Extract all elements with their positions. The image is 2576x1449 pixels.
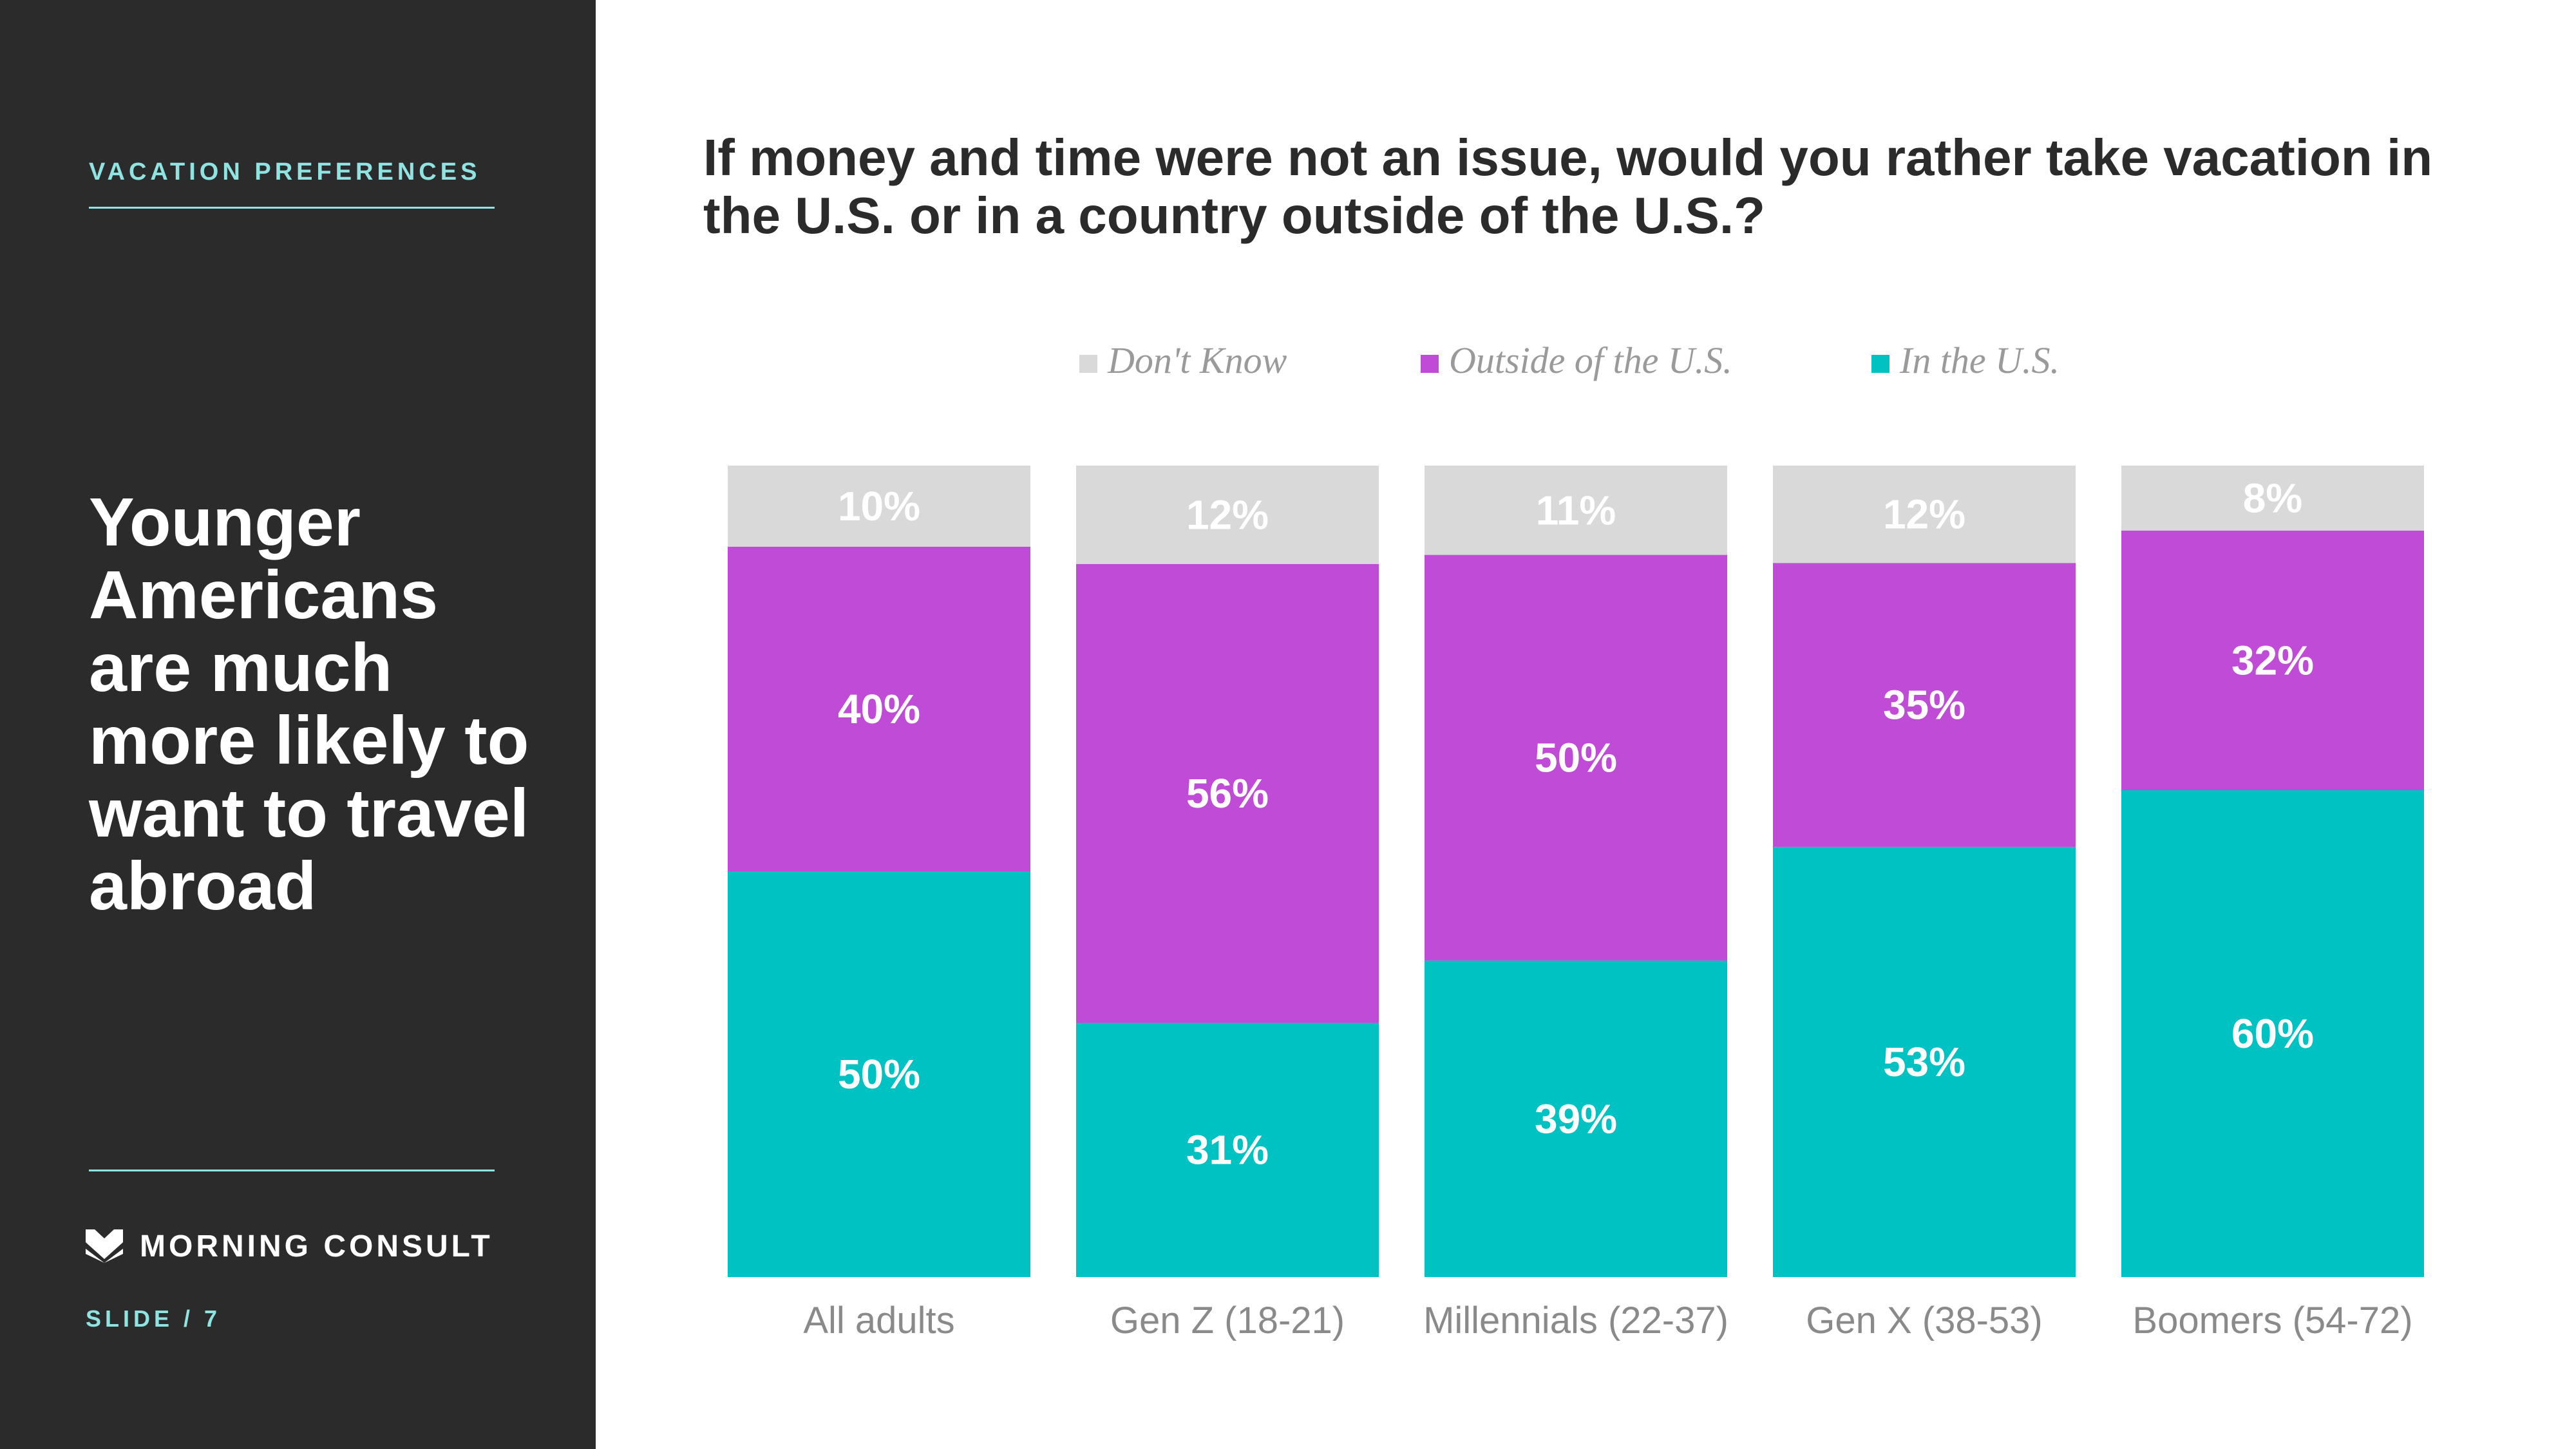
bar-segment-outside-of-the-u-s-boomers-54-72	[2121, 530, 2424, 790]
category-label-boomers-54-72: Boomers (54-72)	[2132, 1300, 2412, 1341]
value-label-don-t-know-all-adults: 10%	[838, 483, 920, 529]
value-label-outside-of-the-u-s-gen-z-18-21: 56%	[1186, 770, 1269, 817]
value-label-outside-of-the-u-s-gen-x-38-53: 35%	[1883, 682, 1965, 728]
legend-label-in-the-u-s: In the U.S.	[1899, 339, 2060, 381]
category-label-gen-x-38-53: Gen X (38-53)	[1806, 1300, 2043, 1341]
category-label-gen-z-18-21: Gen Z (18-21)	[1110, 1300, 1345, 1341]
divider-bottom	[89, 1170, 495, 1171]
bar-segment-in-the-u-s-gen-x-38-53	[1773, 847, 2076, 1277]
legend-label-don-t-know: Don't Know	[1107, 339, 1287, 381]
value-label-in-the-u-s-millennials-22-37: 39%	[1535, 1095, 1617, 1142]
divider-top	[89, 207, 495, 209]
bar-segment-in-the-u-s-all-adults	[728, 871, 1030, 1277]
morning-consult-logo-icon	[86, 1229, 123, 1263]
category-label-all-adults: All adults	[803, 1300, 954, 1341]
bar-segment-in-the-u-s-gen-z-18-21	[1076, 1023, 1379, 1277]
chart-question: If money and time were not an issue, wou…	[703, 129, 2433, 244]
legend-swatch-outside-of-the-u-s	[1421, 355, 1439, 373]
value-label-don-t-know-millennials-22-37: 11%	[1536, 487, 1616, 533]
bar-segment-outside-of-the-u-s-millennials-22-37	[1425, 554, 1727, 961]
value-label-in-the-u-s-gen-z-18-21: 31%	[1186, 1127, 1269, 1173]
legend: Don't Know Outside of the U.S. In the U.S.	[1079, 339, 2060, 381]
value-label-outside-of-the-u-s-all-adults: 40%	[838, 686, 920, 732]
legend-swatch-don-t-know	[1079, 355, 1097, 373]
bar-segment-outside-of-the-u-s-all-adults	[728, 547, 1030, 871]
legend-label-outside-of-the-u-s: Outside of the U.S.	[1449, 339, 1732, 381]
bar-segment-outside-of-the-u-s-gen-z-18-21	[1076, 564, 1379, 1023]
sidebar: VACATION PREFERENCES Younger Americans a…	[0, 0, 596, 1449]
value-label-in-the-u-s-all-adults: 50%	[838, 1051, 920, 1097]
value-label-outside-of-the-u-s-millennials-22-37: 50%	[1535, 735, 1617, 781]
brand: MORNING CONSULT	[86, 1227, 493, 1265]
slide-number: SLIDE / 7	[86, 1305, 222, 1332]
value-label-in-the-u-s-gen-x-38-53: 53%	[1883, 1039, 1965, 1085]
value-label-don-t-know-gen-z-18-21: 12%	[1186, 491, 1269, 538]
bar-segment-don-t-know-gen-x-38-53	[1773, 466, 2076, 564]
value-label-don-t-know-gen-x-38-53: 12%	[1883, 491, 1965, 538]
bar-segment-don-t-know-gen-z-18-21	[1076, 466, 1379, 564]
bar-segment-don-t-know-boomers-54-72	[2121, 466, 2424, 531]
brand-name: MORNING CONSULT	[140, 1229, 493, 1264]
category-label-millennials-22-37: Millennials (22-37)	[1423, 1300, 1728, 1341]
category-labels: All adults Gen Z (18-21) Millennials (22-3…	[803, 1300, 2412, 1341]
bar-segment-don-t-know-all-adults	[728, 466, 1030, 547]
bar-segment-in-the-u-s-millennials-22-37	[1425, 960, 1727, 1277]
headline: Younger Americans are much more likely t…	[89, 484, 529, 924]
section-label: VACATION PREFERENCES	[89, 158, 481, 185]
legend-swatch-in-the-u-s	[1871, 355, 1889, 373]
value-label-outside-of-the-u-s-boomers-54-72: 32%	[2231, 637, 2314, 683]
value-label-in-the-u-s-boomers-54-72: 60%	[2231, 1010, 2314, 1057]
bar-segment-outside-of-the-u-s-gen-x-38-53	[1773, 563, 2076, 848]
value-label-don-t-know-boomers-54-72: 8%	[2243, 475, 2303, 521]
bar-segment-in-the-u-s-boomers-54-72	[2121, 790, 2424, 1277]
bars: 50% 40% 10% 31% 56% 12% 39% 50% 11% 53% 35% 12% 60% 3…	[728, 466, 2424, 1277]
bar-segment-don-t-know-millennials-22-37	[1425, 466, 1727, 555]
